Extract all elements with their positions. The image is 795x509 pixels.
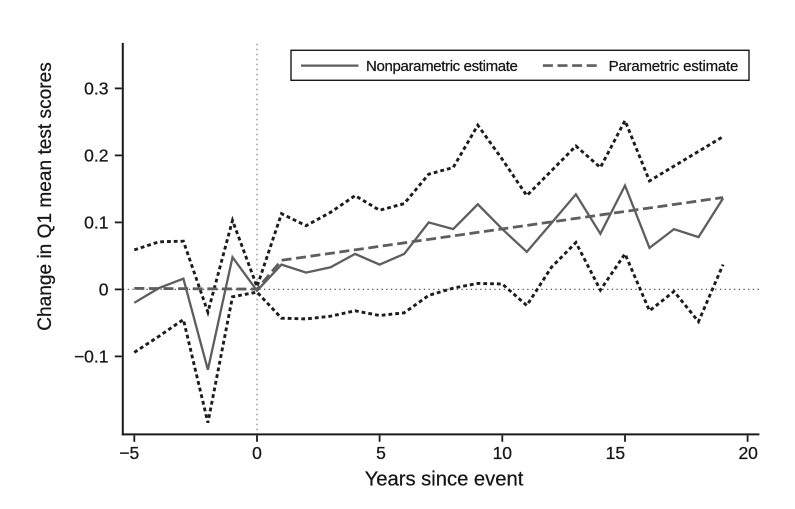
svg-text:15: 15 bbox=[606, 443, 625, 463]
svg-text:0.3: 0.3 bbox=[84, 79, 108, 99]
svg-text:−5: −5 bbox=[119, 443, 139, 463]
svg-text:0.1: 0.1 bbox=[84, 213, 108, 233]
svg-text:Parametric estimate: Parametric estimate bbox=[609, 58, 739, 75]
svg-text:Years since event: Years since event bbox=[365, 469, 524, 491]
svg-text:−0.1: −0.1 bbox=[74, 347, 109, 367]
svg-text:0.2: 0.2 bbox=[84, 146, 108, 166]
svg-text:Change in Q1 mean test scores: Change in Q1 mean test scores bbox=[35, 62, 56, 331]
svg-text:5: 5 bbox=[376, 443, 386, 463]
svg-text:Nonparametric estimate: Nonparametric estimate bbox=[366, 58, 518, 75]
svg-text:0: 0 bbox=[99, 280, 109, 300]
svg-text:10: 10 bbox=[493, 443, 513, 463]
svg-text:20: 20 bbox=[738, 443, 758, 463]
svg-text:0: 0 bbox=[252, 443, 262, 463]
